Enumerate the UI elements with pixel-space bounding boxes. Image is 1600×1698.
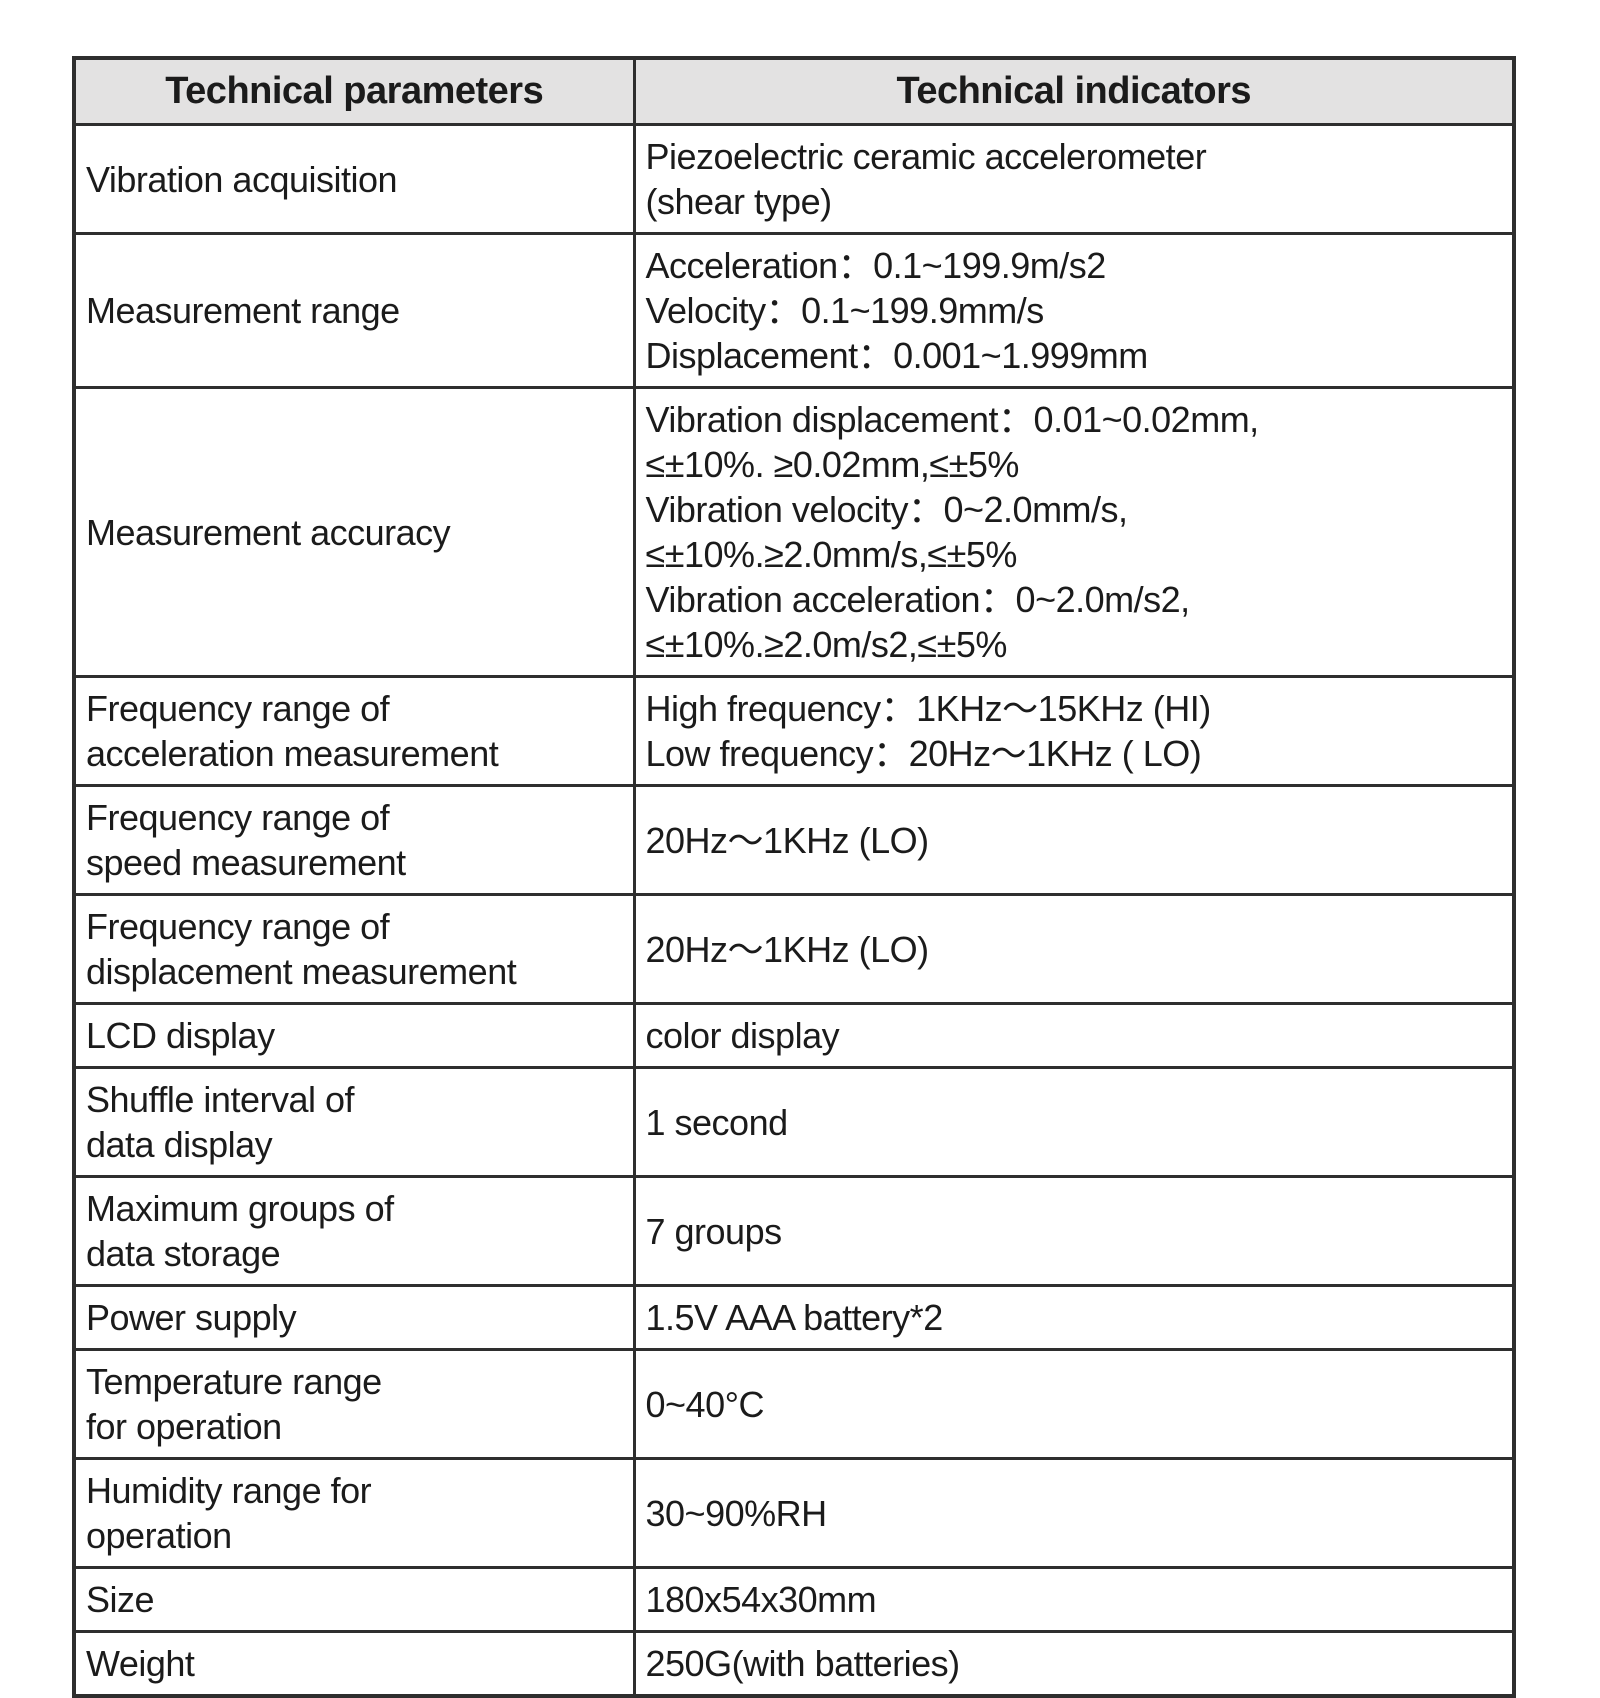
spec-table-body: Vibration acquisition Piezoelectric cera…	[72, 123, 1516, 1698]
table-row: Frequency range of speed measurement 20H…	[72, 784, 1516, 896]
indicator-cell: color display	[632, 1002, 1516, 1069]
param-cell: Frequency range of displacement measurem…	[72, 893, 636, 1005]
table-row: LCD display color display	[72, 1002, 1516, 1069]
param-cell: Weight	[72, 1630, 636, 1698]
indicator-cell: High frequency：1KHz～15KHz (HI) Low frequ…	[632, 675, 1516, 787]
param-cell: Humidity range for operation	[72, 1457, 636, 1569]
param-cell: Frequency range of speed measurement	[72, 784, 636, 896]
table-row: Power supply 1.5V AAA battery*2	[72, 1284, 1516, 1351]
param-cell: Power supply	[72, 1284, 636, 1351]
column-header-technical-indicators: Technical indicators	[632, 56, 1516, 126]
param-cell: Shuffle interval of data display	[72, 1066, 636, 1178]
indicator-cell: 20Hz～1KHz (LO)	[632, 893, 1516, 1005]
indicator-cell: Piezoelectric ceramic accelerometer (she…	[632, 123, 1516, 235]
indicator-cell: Acceleration：0.1~199.9m/s2 Velocity：0.1~…	[632, 232, 1516, 389]
table-row: Vibration acquisition Piezoelectric cera…	[72, 123, 1516, 235]
indicator-cell: 1.5V AAA battery*2	[632, 1284, 1516, 1351]
table-row: Frequency range of displacement measurem…	[72, 893, 1516, 1005]
table-row: Measurement accuracy Vibration displacem…	[72, 386, 1516, 678]
param-cell: Measurement range	[72, 232, 636, 389]
indicator-cell: 30~90%RH	[632, 1457, 1516, 1569]
table-row: Humidity range for operation 30~90%RH	[72, 1457, 1516, 1569]
spec-table-header: Technical parameters Technical indicator…	[72, 56, 1516, 126]
param-cell: Vibration acquisition	[72, 123, 636, 235]
indicator-cell: Vibration displacement：0.01~0.02mm, ≤±10…	[632, 386, 1516, 678]
table-row: Measurement range Acceleration：0.1~199.9…	[72, 232, 1516, 389]
param-cell: Temperature range for operation	[72, 1348, 636, 1460]
technical-spec-table: Technical parameters Technical indicator…	[72, 56, 1516, 1698]
indicator-cell: 20Hz～1KHz (LO)	[632, 784, 1516, 896]
indicator-cell: 250G(with batteries)	[632, 1630, 1516, 1698]
indicator-cell: 7 groups	[632, 1175, 1516, 1287]
table-row: Weight 250G(with batteries)	[72, 1630, 1516, 1698]
table-row: Temperature range for operation 0~40°C	[72, 1348, 1516, 1460]
column-header-technical-parameters: Technical parameters	[72, 56, 636, 126]
table-row: Frequency range of acceleration measurem…	[72, 675, 1516, 787]
indicator-cell: 1 second	[632, 1066, 1516, 1178]
param-cell: Measurement accuracy	[72, 386, 636, 678]
param-cell: Maximum groups of data storage	[72, 1175, 636, 1287]
document-page: Technical parameters Technical indicator…	[72, 56, 1516, 1698]
indicator-cell: 0~40°C	[632, 1348, 1516, 1460]
param-cell: LCD display	[72, 1002, 636, 1069]
table-row: Shuffle interval of data display 1 secon…	[72, 1066, 1516, 1178]
header-row: Technical parameters Technical indicator…	[72, 56, 1516, 126]
table-row: Maximum groups of data storage 7 groups	[72, 1175, 1516, 1287]
param-cell: Frequency range of acceleration measurem…	[72, 675, 636, 787]
